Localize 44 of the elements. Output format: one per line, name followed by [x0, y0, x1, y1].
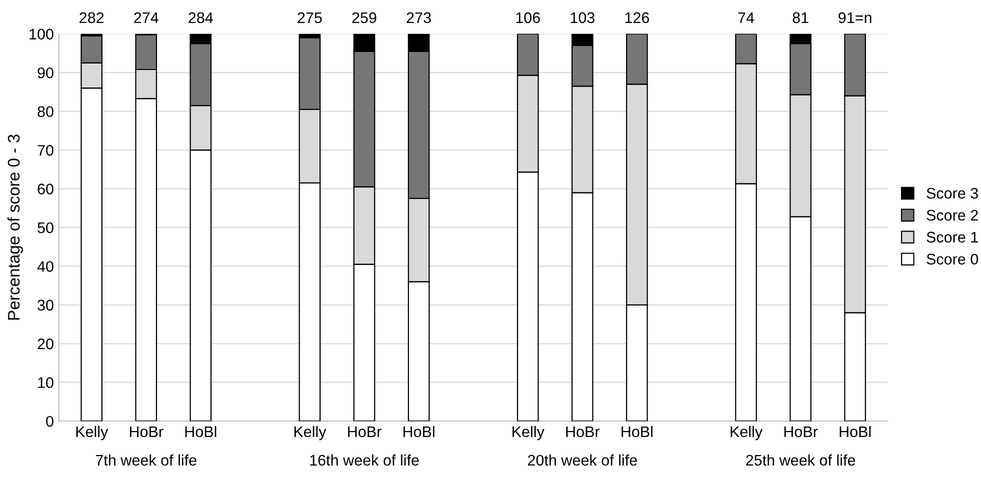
- text: 282: [80, 12, 104, 24]
- x-tick-label: Kelly: [730, 426, 763, 440]
- x-tick-label: Kelly: [294, 426, 326, 440]
- legend-label: Score 2: [926, 210, 978, 221]
- x-tick-label: HoBr: [130, 426, 164, 438]
- y-tick-label: 0: [46, 416, 54, 427]
- x-tick-label: Kelly: [76, 426, 108, 440]
- y-tick-label: 90: [38, 67, 54, 78]
- text: 126: [625, 12, 650, 24]
- x-tick-label: HoBl: [622, 426, 652, 438]
- y-tick-label: 10: [38, 377, 54, 388]
- x-tick-label: HoBl: [185, 426, 216, 438]
- x-tick-label: HoBl: [840, 426, 871, 438]
- text: 284: [188, 12, 213, 24]
- y-tick-label: 80: [38, 106, 54, 118]
- text: 275: [298, 12, 322, 24]
- legend-label: Score 3: [926, 188, 978, 199]
- x-tick-label: HoBr: [348, 426, 382, 438]
- text: 91=n: [838, 12, 872, 24]
- x-tick-label: HoBl: [403, 426, 434, 438]
- text: 74: [738, 12, 754, 23]
- y-tick-label: 100: [30, 28, 54, 40]
- y-tick-label: 40: [37, 261, 54, 272]
- y-tick-label: 60: [38, 184, 54, 194]
- x-tick-label: HoBr: [784, 426, 818, 438]
- text: 81: [792, 12, 808, 24]
- y-tick-label: 30: [38, 300, 54, 311]
- y-tick-label: 70: [38, 144, 54, 156]
- y-tick-label: 50: [38, 222, 54, 234]
- x-tick-label: Kelly: [512, 426, 544, 440]
- legend-label: Score 1: [926, 232, 978, 243]
- text: 16th week of life: [310, 454, 419, 466]
- text: 259: [352, 12, 376, 24]
- legend-label: Score 0: [926, 254, 978, 265]
- text: 273: [406, 12, 431, 24]
- text: 106: [516, 12, 540, 24]
- text: 274: [134, 12, 158, 23]
- text: 7th week of life: [96, 454, 196, 466]
- text: 20th week of life: [528, 454, 637, 466]
- x-tick-label: HoBr: [566, 426, 600, 438]
- text: 25th week of life: [746, 454, 856, 466]
- y-axis-title: Percentage of score 0 - 3: [7, 134, 23, 320]
- text: 103: [570, 12, 594, 24]
- y-tick-label: 20: [38, 338, 54, 350]
